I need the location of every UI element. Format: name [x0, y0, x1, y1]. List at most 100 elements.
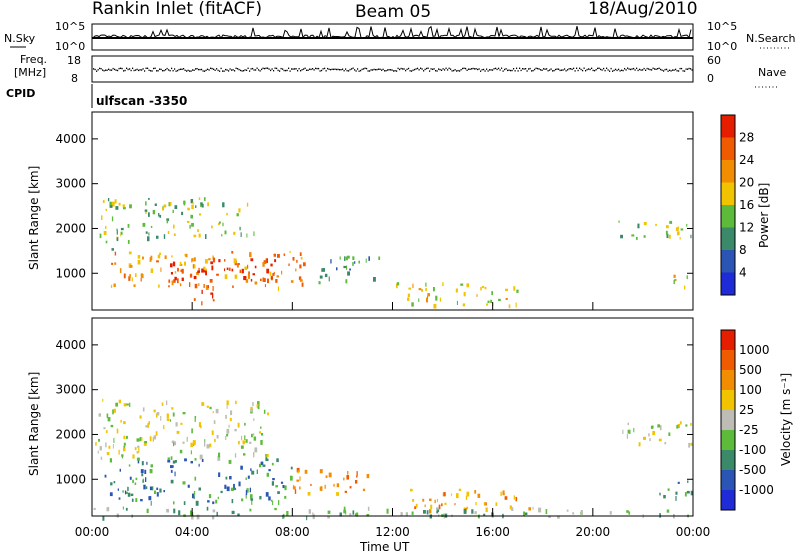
- freq-point: [555, 68, 557, 71]
- freq-point: [364, 67, 366, 69]
- freq-point: [616, 69, 618, 72]
- data-cell: [333, 483, 335, 487]
- data-cell: [251, 433, 253, 438]
- freq-point: [165, 69, 167, 71]
- velocity-colorbar-frame: [720, 329, 736, 511]
- freq-point: [249, 70, 251, 72]
- freq-point: [280, 67, 282, 70]
- data-cell: [515, 496, 518, 502]
- data-cell: [674, 279, 677, 282]
- data-cell: [193, 491, 196, 495]
- data-cell: [266, 472, 269, 477]
- freq-point: [289, 70, 291, 72]
- data-cell: [242, 441, 245, 445]
- data-cell: [272, 478, 275, 481]
- freq-point: [292, 68, 294, 70]
- freq-point: [633, 67, 635, 70]
- freq-point: [603, 67, 605, 70]
- data-cell: [411, 302, 414, 307]
- data-cell: [116, 230, 118, 235]
- freq-point: [211, 67, 213, 70]
- nsky-trace: [91, 25, 693, 40]
- freq-point: [352, 67, 354, 69]
- freq-point: [525, 68, 527, 70]
- freq-point: [628, 68, 630, 70]
- data-cell: [505, 297, 508, 300]
- data-cell: [171, 280, 174, 286]
- data-cell: [299, 279, 303, 282]
- data-cell: [665, 225, 669, 229]
- data-cell: [174, 276, 177, 281]
- freq-point: [256, 67, 258, 69]
- freq-point: [564, 68, 566, 70]
- data-cell: [153, 435, 157, 438]
- freq-point: [670, 70, 672, 72]
- data-cell: [491, 291, 493, 296]
- data-cell: [193, 257, 196, 262]
- freq-point: [541, 69, 543, 71]
- freq-point: [553, 69, 555, 72]
- freq-point: [664, 68, 666, 71]
- data-cell: [200, 204, 202, 208]
- freq-point: [228, 70, 230, 72]
- data-cell: [98, 413, 101, 417]
- data-cell: [128, 251, 132, 255]
- freq-point: [351, 68, 353, 70]
- data-cell: [465, 495, 468, 500]
- freq-point: [673, 69, 675, 71]
- data-cell: [373, 277, 376, 282]
- freq-point: [330, 69, 332, 71]
- data-cell: [515, 302, 517, 308]
- data-cell: [102, 515, 105, 521]
- freq-point: [343, 70, 345, 72]
- data-cell: [476, 294, 478, 297]
- beam-title: Beam 05: [355, 2, 431, 22]
- velocity-colorbar-swatch: [721, 490, 735, 510]
- velocity-colorbar-tick: 500: [739, 363, 762, 377]
- data-cell: [343, 506, 346, 512]
- data-cell: [355, 480, 358, 484]
- freq-point: [300, 70, 302, 72]
- data-cell: [201, 203, 204, 208]
- data-cell: [637, 223, 640, 229]
- freq-point: [690, 68, 692, 70]
- data-cell: [418, 288, 422, 291]
- data-cell: [166, 508, 170, 513]
- freq-point: [225, 68, 227, 71]
- freq-point: [658, 67, 660, 69]
- data-cell: [319, 275, 323, 279]
- data-cell: [243, 453, 246, 456]
- freq-point: [427, 67, 429, 69]
- data-cell: [355, 512, 359, 517]
- data-cell: [636, 236, 638, 240]
- data-cell: [257, 401, 260, 406]
- data-cell: [113, 408, 116, 413]
- freq-point: [676, 70, 678, 72]
- data-cell: [247, 264, 249, 269]
- data-cell: [113, 481, 116, 484]
- data-cell: [113, 283, 116, 287]
- data-cell: [261, 433, 264, 436]
- freq-point: [373, 68, 375, 71]
- freq-point: [381, 69, 383, 71]
- freq-point: [663, 70, 665, 72]
- data-cell: [109, 458, 112, 463]
- freq-point: [337, 68, 339, 71]
- freq-point: [489, 69, 491, 71]
- freq-point: [642, 69, 644, 71]
- freq-point: [454, 69, 456, 71]
- freq-point: [243, 70, 245, 72]
- freq-point: [366, 67, 368, 70]
- data-cell: [659, 492, 661, 496]
- freq-point: [441, 69, 443, 71]
- freq-point: [660, 68, 662, 71]
- freq-point: [472, 67, 474, 70]
- data-cell: [132, 454, 135, 459]
- data-cell: [455, 288, 458, 293]
- data-cell: [310, 483, 312, 486]
- data-cell: [103, 231, 107, 235]
- data-cell: [112, 444, 114, 449]
- freq-point: [154, 67, 156, 69]
- data-cell: [106, 413, 109, 418]
- data-cell: [675, 491, 678, 495]
